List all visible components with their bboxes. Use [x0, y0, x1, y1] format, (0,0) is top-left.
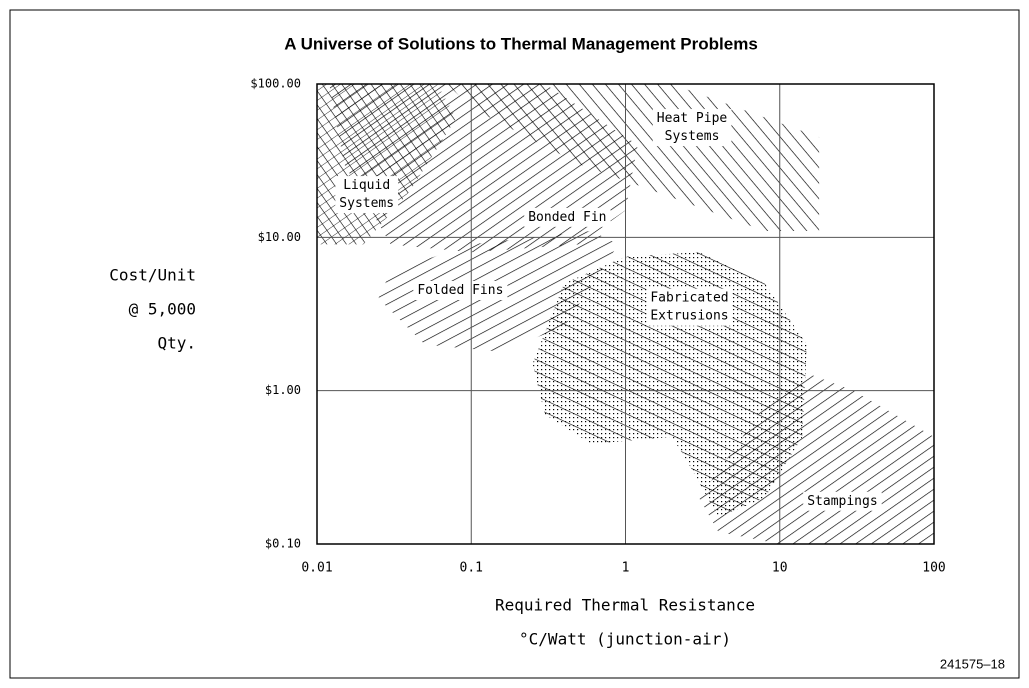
region-label: Bonded Fin [528, 210, 606, 225]
label-bg [524, 207, 611, 227]
x-axis-label: Required Thermal Resistance [495, 596, 755, 615]
y-tick-label: $1.00 [265, 383, 301, 397]
figure-id: 241575–18 [940, 656, 1005, 671]
y-tick-label: $0.10 [265, 537, 301, 551]
y-tick-label: $100.00 [250, 77, 301, 91]
y-tick-label: $10.00 [258, 230, 301, 244]
x-tick-label: 10 [772, 561, 788, 576]
region-label: Stampings [807, 494, 877, 509]
label-bg [652, 109, 732, 147]
x-tick-label: 0.1 [460, 561, 483, 576]
label-bg [335, 176, 399, 214]
axes: 0.01 0.1 1 10 100 $0.10 $1.00 $10.00 $100.00 [250, 77, 945, 576]
x-tick-label: 100 [922, 561, 945, 576]
x-tick-label: 1 [622, 561, 630, 576]
region-label: Systems [339, 196, 394, 211]
region-label: Fabricated [650, 291, 728, 306]
region-label: Folded Fins [417, 283, 503, 298]
region-label: Liquid [343, 178, 390, 193]
x-axis-label: °C/Watt (junction-air) [519, 630, 731, 649]
region-label: Systems [665, 129, 720, 144]
label-bg [413, 281, 508, 301]
chart-title: A Universe of Solutions to Thermal Manag… [284, 34, 758, 53]
region-label: Heat Pipe [657, 111, 728, 126]
plot-border [316, 83, 935, 545]
region-label: Extrusions [650, 309, 728, 324]
label-bg [646, 288, 733, 326]
x-tick-label: 0.01 [301, 561, 332, 576]
y-axis-label: Qty. [157, 334, 196, 353]
y-axis-label: @ 5,000 [129, 300, 196, 319]
regions: Bonded Fin Heat Pipe Systems Liquid Systems F… [317, 84, 934, 544]
y-axis-label: Cost/Unit [109, 266, 196, 285]
frame [9, 9, 1020, 679]
label-bg [803, 491, 882, 511]
